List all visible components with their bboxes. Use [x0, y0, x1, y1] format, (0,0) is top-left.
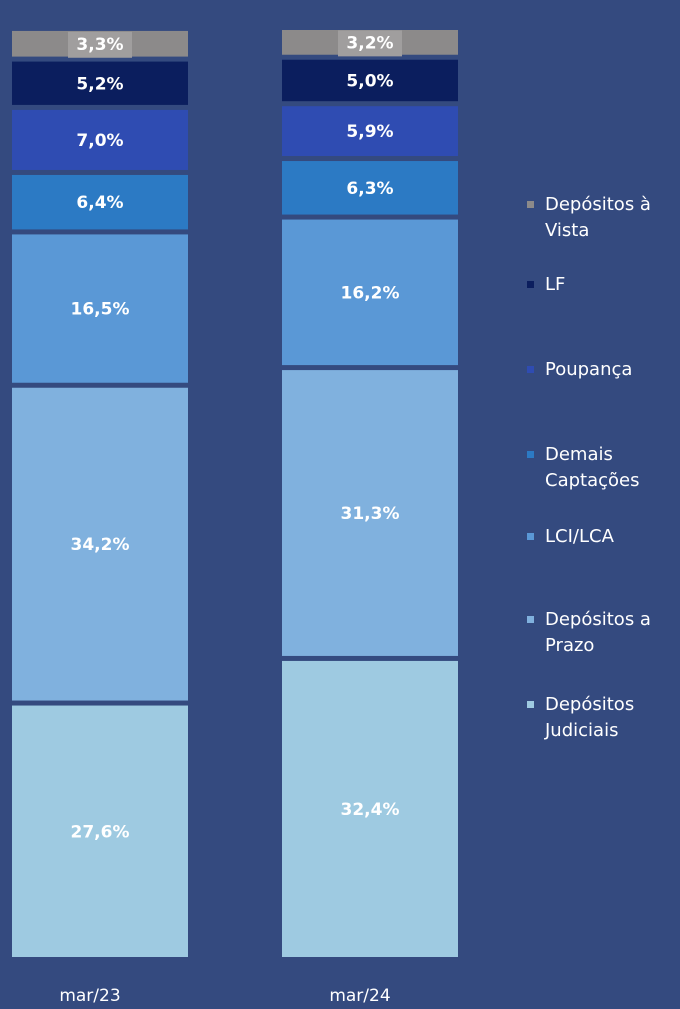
legend-item: Poupança: [527, 357, 680, 383]
label-box: [338, 30, 402, 57]
legend-swatch: [527, 616, 534, 623]
label-box: [68, 31, 132, 58]
data-label: 7,0%: [76, 131, 123, 151]
legend-item: Depósitos Judiciais: [527, 692, 680, 744]
legend-swatch: [527, 366, 534, 373]
data-label: 34,2%: [71, 535, 130, 555]
legend-swatch: [527, 533, 534, 540]
legend-item: LCI/LCA: [527, 524, 680, 550]
bar-segment: [12, 109, 188, 170]
legend-label: LF: [545, 274, 566, 295]
bar-segment: [282, 370, 458, 656]
data-label: 5,2%: [76, 74, 123, 94]
data-label: 3,3%: [76, 35, 123, 55]
data-label: 16,5%: [71, 300, 130, 320]
data-label: 31,3%: [341, 504, 400, 524]
legend-item: Depósitos à Vista: [527, 192, 680, 244]
legend-label: Depósitos Judiciais: [545, 694, 635, 741]
legend-label: LCI/LCA: [545, 526, 614, 547]
bar-segment: [282, 161, 458, 215]
data-label: 6,4%: [76, 193, 123, 213]
data-label: 3,2%: [346, 33, 393, 53]
bar-segment: [282, 660, 458, 957]
legend-swatch: [527, 201, 534, 208]
bar-segment: [12, 705, 188, 957]
legend-swatch: [527, 451, 534, 458]
legend-label: Depósitos à Vista: [545, 194, 651, 241]
bar-segment: [12, 387, 188, 701]
data-label: 5,0%: [346, 71, 393, 91]
bar-segment: [282, 219, 458, 366]
legend-item: Depósitos a Prazo: [527, 607, 680, 659]
legend-label: Poupança: [545, 359, 633, 380]
data-label: 27,6%: [71, 822, 130, 842]
data-label: 32,4%: [341, 800, 400, 820]
legend-item: LF: [527, 272, 680, 298]
legend-label: Demais Captações: [545, 444, 640, 491]
legend-label: Depósitos a Prazo: [545, 609, 651, 656]
bar-segment: [12, 174, 188, 230]
legend-item: Demais Captações: [527, 442, 680, 494]
legend-swatch: [527, 701, 534, 708]
bar-segment: [282, 106, 458, 157]
legend-swatch: [527, 281, 534, 288]
x-tick-label: mar/24: [329, 986, 390, 1006]
bar-segment: [12, 234, 188, 383]
data-label: 16,2%: [341, 283, 400, 303]
x-tick-label: mar/23: [59, 986, 120, 1006]
data-label: 5,9%: [346, 122, 393, 142]
bar-segment: [282, 59, 458, 102]
bar-segment: [12, 61, 188, 105]
data-label: 6,3%: [346, 179, 393, 199]
